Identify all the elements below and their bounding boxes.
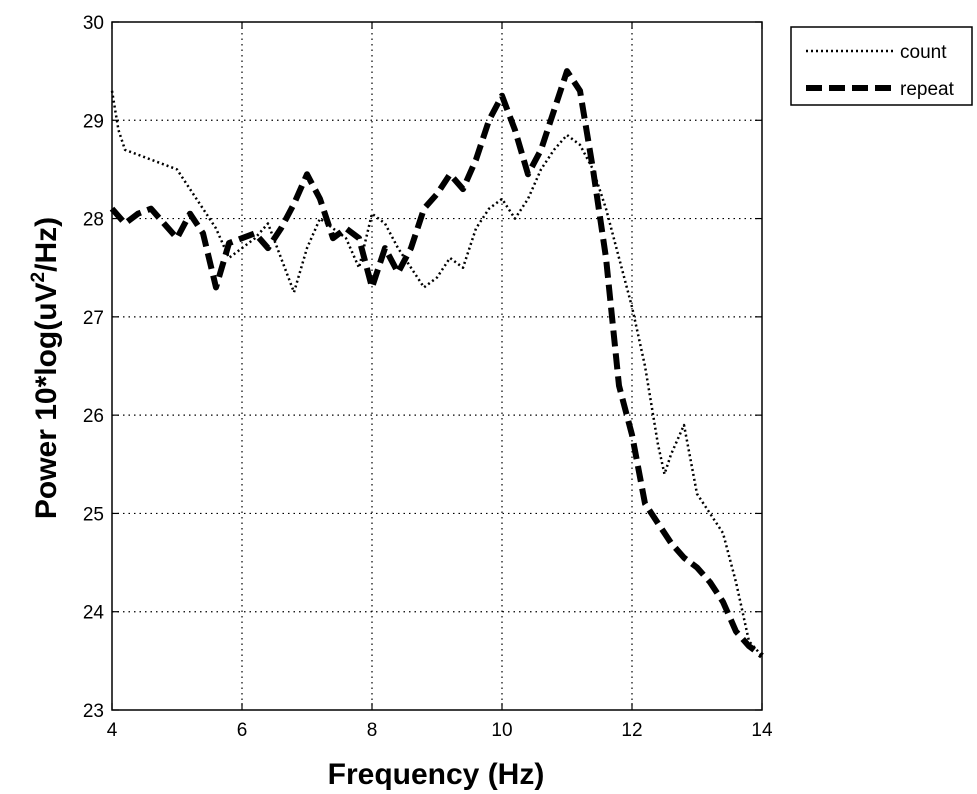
series-line-count	[110, 90, 763, 657]
legend-label-repeat: repeat	[900, 79, 955, 100]
series-line-repeat	[109, 68, 764, 659]
legend-label-count: count	[900, 42, 947, 63]
legend: count repeat	[790, 26, 973, 106]
axis-ticks: 4 6 8 10 12 14 23 24 25 26 27 28 29 30	[83, 13, 773, 741]
plot-area	[111, 21, 763, 711]
y-axis-label-superscript: 2	[28, 272, 49, 283]
x-tick-label: 6	[237, 720, 248, 741]
y-axis-label-prefix: Power 10*log(uV	[30, 282, 63, 519]
y-axis-label: Power 10*log(uV2/Hz)	[28, 217, 63, 519]
y-axis-label-suffix: /Hz)	[30, 217, 63, 272]
x-tick-label: 4	[107, 720, 118, 741]
y-tick-label: 28	[83, 210, 104, 231]
x-tick-label: 14	[751, 720, 773, 741]
legend-box	[790, 26, 973, 106]
y-tick-label: 30	[83, 13, 104, 34]
x-tick-label: 10	[491, 720, 512, 741]
y-tick-label: 27	[83, 308, 104, 329]
y-tick-label: 25	[83, 504, 104, 525]
y-tick-label: 24	[83, 603, 105, 624]
y-tick-label: 29	[83, 111, 104, 132]
y-tick-label: 26	[83, 406, 104, 427]
x-axis-label: Frequency (Hz)	[328, 758, 545, 791]
series-layer	[109, 68, 764, 659]
y-tick-label: 23	[83, 701, 104, 722]
x-tick-label: 8	[367, 720, 378, 741]
grid-lines	[112, 22, 762, 710]
x-tick-label: 12	[621, 720, 642, 741]
